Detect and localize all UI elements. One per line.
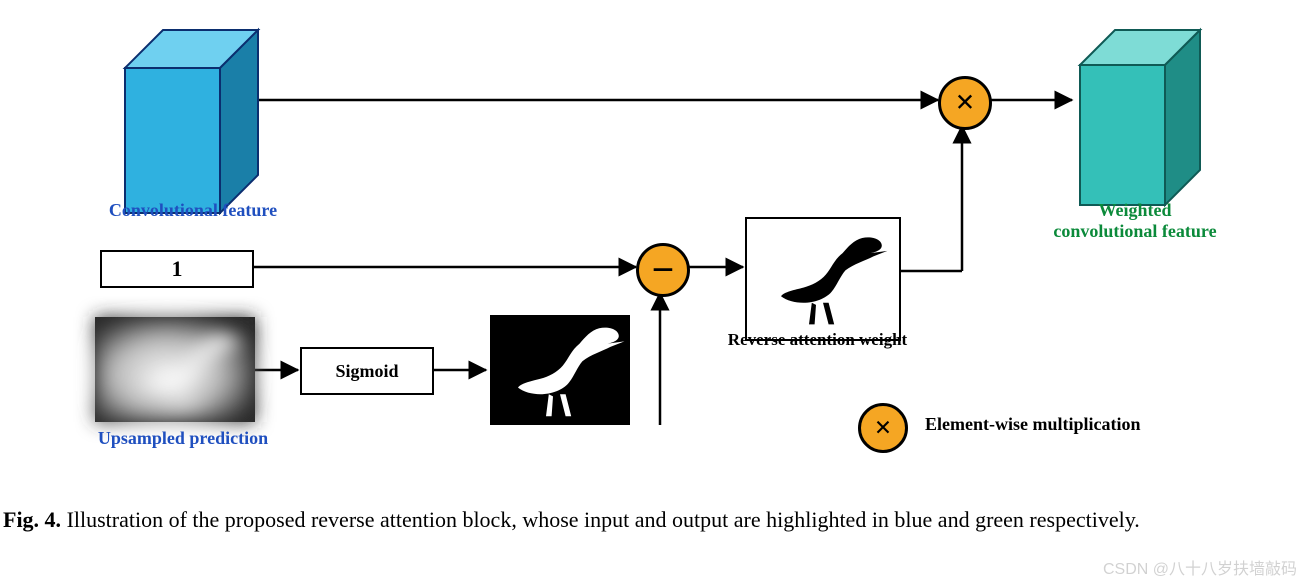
figure-caption: Fig. 4. Illustration of the proposed rev…	[3, 505, 1298, 535]
reverse-attention-weight-box	[745, 217, 901, 341]
input-cube	[123, 28, 260, 215]
minus-op-icon: −	[636, 243, 690, 297]
figure-canvas: Convolutional feature Weighted convoluti…	[0, 0, 1307, 587]
sigmoid-box: Sigmoid	[300, 347, 434, 395]
caption-prefix: Fig. 4.	[3, 507, 61, 532]
weighted-conv-label: Weighted convolutional feature	[1020, 200, 1250, 242]
mult-op-icon: ×	[938, 76, 992, 130]
output-cube	[1078, 28, 1202, 207]
sigmoid-label: Sigmoid	[335, 361, 398, 382]
constant-one-box: 1	[100, 250, 254, 288]
legend-mult-icon: ×	[858, 403, 908, 453]
conv-feature-label: Convolutional feature	[78, 200, 308, 221]
upsampled-pred-label: Upsampled prediction	[78, 428, 288, 449]
legend-mult-label: Element-wise multiplication	[925, 414, 1225, 435]
upsampled-prediction-image	[95, 317, 255, 422]
mask-black-on-white	[753, 225, 893, 333]
reverse-attn-weight-label: Reverse attention weight	[700, 330, 935, 350]
mask-white-on-black	[490, 315, 630, 425]
constant-one-label: 1	[172, 256, 183, 282]
caption-text: Illustration of the proposed reverse att…	[61, 507, 1140, 532]
